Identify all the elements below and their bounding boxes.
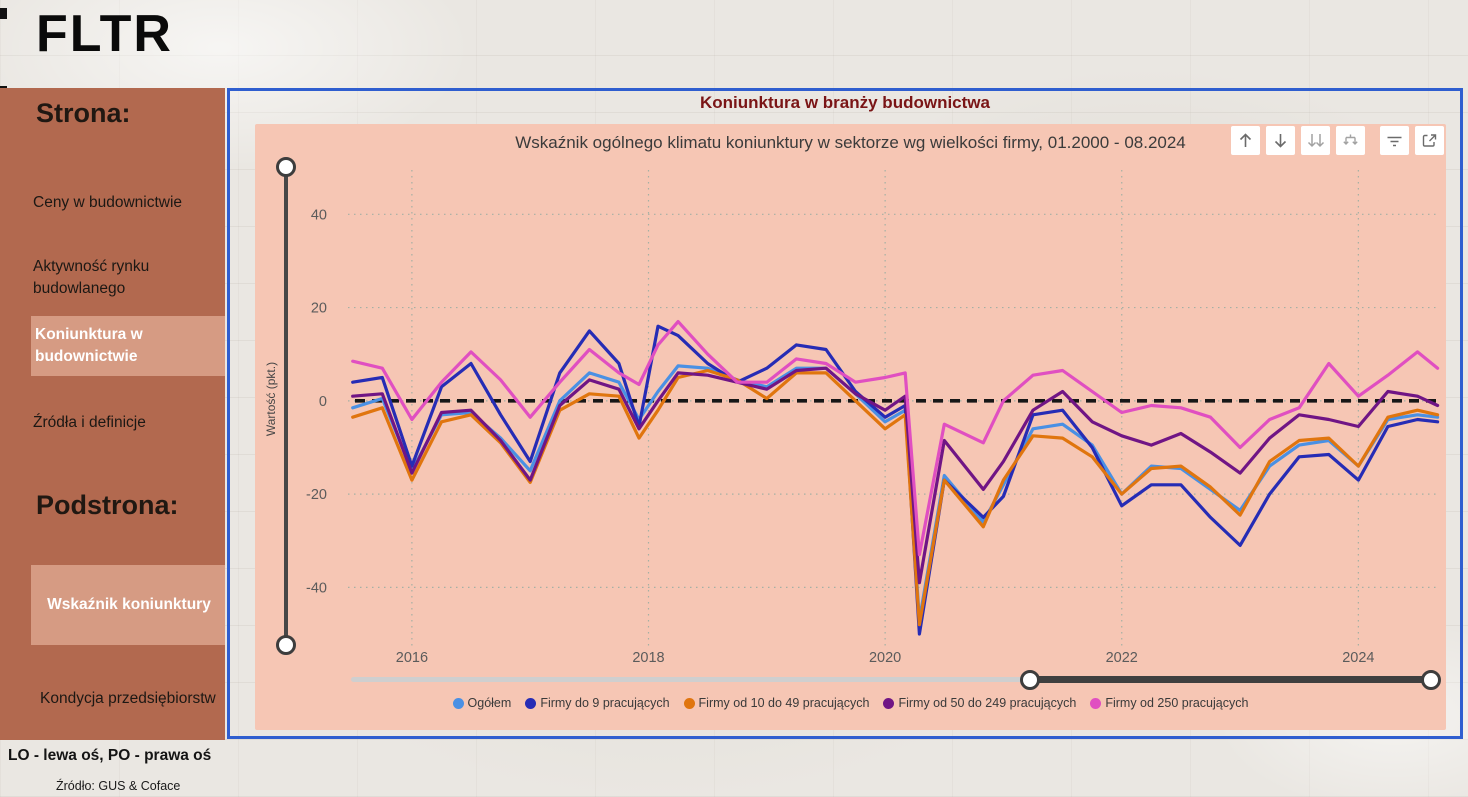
sidebar-item-kondycja[interactable]: Kondycja przedsiębiorstw <box>40 690 216 707</box>
x-zoom-slider-track <box>351 677 1431 682</box>
legend-item[interactable]: Firmy od 250 pracujących <box>1090 696 1248 710</box>
legend-item[interactable]: Firmy do 9 pracujących <box>525 696 670 710</box>
sidebar-item-zrodla[interactable]: Źródła i definicje <box>33 414 146 431</box>
sidebar-item-koniunktura[interactable]: Koniunktura w budownictwie <box>31 316 225 376</box>
sidebar-item-label: Wskaźnik koniunktury <box>47 595 211 613</box>
screen-artifact <box>0 8 7 19</box>
axis-legend-note: LO - lewa oś, PO - prawa oś <box>8 747 212 764</box>
y-tick-label: 0 <box>319 394 327 410</box>
y-zoom-slider-track <box>284 167 288 645</box>
legend-dot-icon <box>525 697 537 709</box>
x-zoom-slider-left-handle[interactable] <box>1020 670 1040 690</box>
page-title: Koniunktura w branży budownictwa <box>700 93 990 112</box>
sidebar: Strona: Ceny w budownictwie Aktywność ry… <box>0 88 225 740</box>
series-line <box>351 320 1440 557</box>
legend-label: Firmy do 9 pracujących <box>540 696 670 710</box>
line-chart-visual: Wskaźnik ogólnego klimatu koniunktury w … <box>255 124 1446 730</box>
sidebar-section-pages-title: Strona: <box>36 98 131 128</box>
focus-mode-icon <box>1422 134 1437 147</box>
filter-icon <box>1387 136 1402 147</box>
y-tick-label: 40 <box>311 207 327 223</box>
legend-dot-icon <box>1090 697 1102 709</box>
series-line <box>351 324 1440 636</box>
x-zoom-slider-right-handle[interactable] <box>1421 670 1441 690</box>
sidebar-item-aktywnosc[interactable]: Aktywność rynku budowlanego <box>33 258 150 298</box>
y-tick-label: -20 <box>306 487 327 503</box>
legend-item[interactable]: Firmy od 50 do 249 pracujących <box>883 696 1076 710</box>
legend-item[interactable]: Firmy od 10 do 49 pracujących <box>683 696 870 710</box>
series-line <box>351 366 1440 585</box>
x-tick-label: 2024 <box>1342 650 1374 666</box>
x-zoom-slider-selected-range[interactable] <box>1030 676 1431 683</box>
sidebar-item-label: Koniunktura w budownictwie <box>35 325 143 365</box>
drill-down-button[interactable] <box>1266 126 1295 155</box>
visual-toolbar <box>1225 126 1444 155</box>
chart-legend: Ogółem Firmy do 9 pracujących Firmy od 10 … <box>255 696 1446 710</box>
filter-button[interactable] <box>1380 126 1409 155</box>
legend-dot-icon <box>683 697 695 709</box>
line-chart: 2016 2018 2020 2022 2024 40 20 0 -20 -40 <box>306 170 1440 666</box>
sidebar-item-wskaznik[interactable]: Wskaźnik koniunktury <box>31 565 225 645</box>
legend-label: Ogółem <box>467 696 512 710</box>
y-zoom-slider-top-handle[interactable] <box>276 157 296 177</box>
x-tick-label: 2020 <box>869 650 901 666</box>
series-line <box>351 368 1440 627</box>
drill-down-icon <box>1274 134 1287 148</box>
drill-up-icon <box>1239 133 1252 147</box>
go-to-next-level-button[interactable] <box>1301 126 1330 155</box>
x-tick-label: 2018 <box>632 650 664 666</box>
chart-subtitle: Wskaźnik ogólnego klimatu koniunktury w … <box>515 133 1186 152</box>
legend-label: Firmy od 10 do 49 pracujących <box>698 696 870 710</box>
legend-dot-icon <box>883 697 895 709</box>
x-tick-label: 2022 <box>1106 650 1138 666</box>
sidebar-item-ceny[interactable]: Ceny w budownictwie <box>33 194 183 211</box>
legend-label: Firmy od 50 do 249 pracujących <box>898 696 1077 710</box>
y-axis-label: Wartość (pkt.) <box>264 361 278 437</box>
expand-all-icon <box>1343 134 1358 145</box>
y-zoom-slider-bottom-handle[interactable] <box>276 635 296 655</box>
expand-all-button[interactable] <box>1336 126 1365 155</box>
legend-label: Firmy od 250 pracujących <box>1105 696 1249 710</box>
double-down-arrow-icon <box>1307 134 1325 148</box>
drill-up-button[interactable] <box>1231 126 1260 155</box>
report-page: Koniunktura w branży budownictwa Wskaźni… <box>227 88 1463 739</box>
y-tick-label: -40 <box>306 580 327 596</box>
app-logo: FLTR <box>36 5 173 63</box>
y-tick-label: 20 <box>311 301 327 317</box>
data-source-note: Źródło: GUS & Coface <box>56 779 181 793</box>
legend-item[interactable]: Ogółem <box>452 696 512 710</box>
legend-dot-icon <box>452 697 464 709</box>
focus-mode-button[interactable] <box>1415 126 1444 155</box>
x-tick-label: 2016 <box>396 650 428 666</box>
sidebar-section-subpages-title: Podstrona: <box>36 490 179 520</box>
